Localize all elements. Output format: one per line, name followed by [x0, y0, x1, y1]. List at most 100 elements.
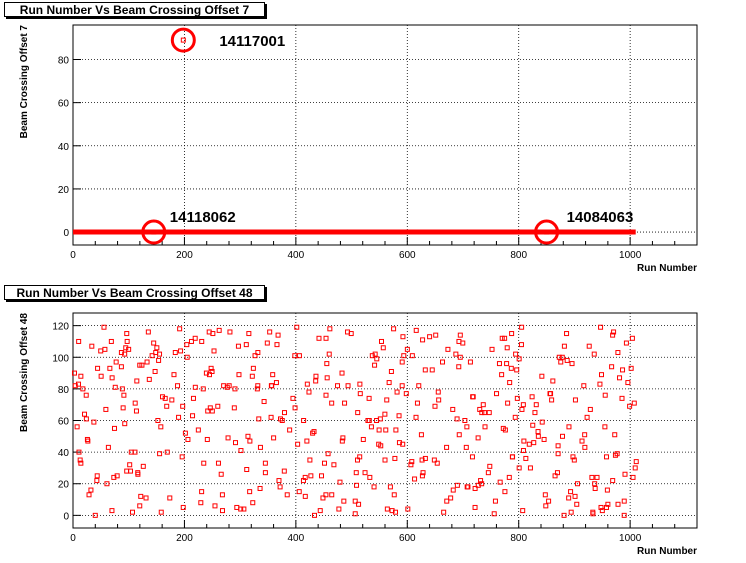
data-point: [507, 380, 513, 386]
data-point: [341, 498, 347, 504]
data-point: [155, 418, 161, 423]
data-point: [377, 416, 383, 422]
data-point: [629, 335, 635, 341]
data-point: [472, 485, 478, 491]
data-point: [95, 365, 101, 371]
data-point: [374, 356, 380, 362]
data-point: [180, 504, 186, 510]
data-point: [250, 500, 256, 506]
data-point: [582, 444, 588, 450]
data-point: [542, 492, 548, 498]
data-point: [392, 509, 398, 515]
data-point: [313, 378, 319, 384]
data-point: [158, 424, 164, 430]
data-point: [366, 418, 372, 423]
data-point: [631, 400, 637, 406]
data-point: [516, 356, 522, 362]
data-point: [185, 436, 191, 442]
data-point: [192, 384, 198, 390]
data-point: [422, 367, 428, 373]
data-point: [345, 383, 351, 389]
data-point: [103, 406, 109, 412]
data-point: [236, 372, 242, 378]
data-point: [264, 340, 270, 346]
chart-title-offset-48: Run Number Vs Beam Crossing Offset 48: [4, 285, 265, 300]
data-point: [307, 457, 313, 463]
highlight-circle: [534, 219, 560, 245]
highlight-circle: [141, 219, 167, 245]
data-point: [244, 467, 250, 473]
data-point: [541, 436, 547, 442]
data-point: [78, 373, 84, 379]
data-point: [610, 332, 616, 338]
data-point: [80, 386, 86, 392]
data-point: [206, 372, 212, 378]
x-tick-label: 1000: [619, 250, 642, 261]
data-point: [454, 416, 460, 422]
data-point: [472, 504, 478, 510]
data-point: [418, 432, 424, 438]
data-point: [120, 405, 126, 411]
data-point: [356, 501, 362, 507]
data-point: [292, 353, 298, 359]
data-point: [360, 436, 366, 442]
data-point: [489, 346, 495, 352]
data-point: [367, 474, 373, 480]
data-point: [140, 463, 146, 469]
data-point: [431, 457, 437, 463]
data-point: [633, 459, 639, 465]
x-tick-label: 400: [288, 250, 305, 261]
data-point: [520, 508, 526, 514]
data-point: [422, 455, 428, 461]
data-point: [107, 365, 113, 371]
data-point: [184, 342, 190, 348]
data-point: [323, 392, 329, 398]
data-point: [409, 459, 415, 465]
data-point: [499, 372, 505, 378]
data-point: [482, 424, 488, 430]
data-point: [568, 489, 574, 495]
data-point: [485, 470, 491, 476]
y-axis-title: Beam Crossing Offset 7: [19, 25, 30, 139]
data-point: [133, 408, 139, 414]
data-point: [308, 473, 314, 479]
data-point: [355, 410, 361, 416]
data-point: [137, 503, 143, 509]
data-point: [465, 484, 471, 490]
data-point: [256, 416, 262, 422]
data-point: [391, 326, 397, 332]
data-point: [559, 354, 565, 360]
data-point: [195, 427, 201, 433]
data-point: [530, 422, 536, 428]
data-point: [326, 351, 332, 357]
data-point: [276, 478, 282, 484]
data-point: [481, 410, 487, 416]
y-tick-label: 100: [52, 353, 69, 364]
x-tick-label: 800: [510, 533, 527, 544]
data-point: [86, 492, 92, 498]
data-point: [324, 375, 330, 381]
data-point: [574, 501, 580, 507]
plot-frame: [72, 24, 698, 246]
data-point: [357, 454, 363, 460]
data-point: [602, 424, 608, 430]
data-point: [262, 470, 268, 476]
data-point: [190, 395, 196, 401]
data-point: [290, 395, 296, 401]
y-tick-label: 60: [58, 417, 70, 428]
y-tick-label: 20: [58, 480, 70, 491]
data-point: [523, 455, 529, 461]
chart-panel-offset-48: 0 200 400 600 800 1000 0 20 40 60 80 100 120 Run Numb…: [0, 283, 746, 563]
data-point: [401, 353, 407, 359]
data-point: [255, 350, 261, 356]
data-point: [420, 470, 426, 476]
data-point: [400, 441, 406, 447]
data-point: [200, 386, 206, 392]
data-point: [216, 327, 222, 333]
data-point: [427, 334, 433, 340]
data-point: [587, 406, 593, 412]
data-point: [83, 416, 89, 422]
data-point: [420, 337, 426, 343]
y-tick-label: 120: [52, 322, 69, 333]
data-point: [597, 381, 603, 387]
